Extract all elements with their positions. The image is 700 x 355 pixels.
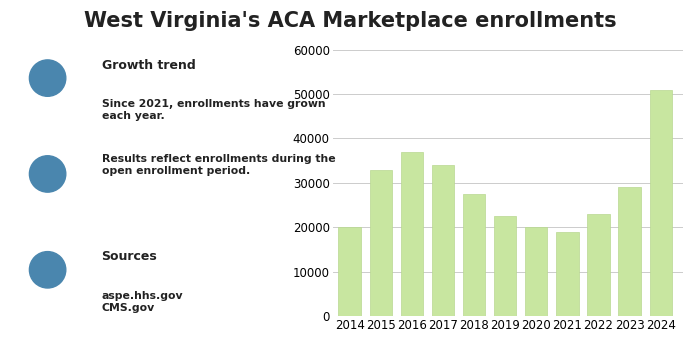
Text: insurance: insurance — [27, 317, 70, 326]
Text: aspe.hhs.gov
CMS.gov: aspe.hhs.gov CMS.gov — [102, 291, 183, 313]
Text: Sources: Sources — [102, 250, 158, 263]
Text: West Virginia's ACA Marketplace enrollments: West Virginia's ACA Marketplace enrollme… — [84, 11, 616, 31]
Text: Results reflect enrollments during the
open enrollment period.: Results reflect enrollments during the o… — [102, 154, 335, 176]
Bar — [587, 214, 610, 316]
Bar — [370, 169, 392, 316]
Text: health: health — [29, 301, 69, 311]
Bar — [556, 231, 579, 316]
Bar — [494, 216, 517, 316]
Bar — [618, 187, 640, 316]
Text: .org™: .org™ — [33, 329, 64, 339]
Bar — [338, 227, 360, 316]
Bar — [525, 227, 547, 316]
Bar — [650, 89, 672, 316]
Bar — [463, 194, 485, 316]
Bar — [400, 152, 423, 316]
Bar — [432, 165, 454, 316]
Text: Growth trend: Growth trend — [102, 59, 195, 72]
Text: Since 2021, enrollments have grown
each year.: Since 2021, enrollments have grown each … — [102, 99, 325, 121]
